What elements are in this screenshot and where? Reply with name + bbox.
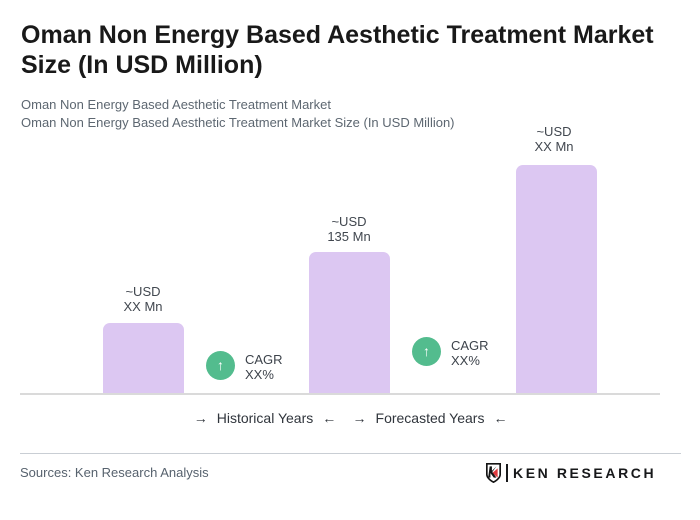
bar3-label-line1: ~USD <box>536 124 572 139</box>
bar-value-label: ~USD 135 Mn <box>289 214 409 244</box>
page-title: Oman Non Energy Based Aesthetic Treatmen… <box>21 20 691 80</box>
logo-separator <box>506 464 508 482</box>
cagr2-value: XX% <box>451 353 480 368</box>
legend-forecasted-years: → Forecasted Years ← <box>320 410 540 427</box>
cagr2-label: CAGR <box>451 338 489 353</box>
arrow-right-icon: → <box>193 410 208 426</box>
arrow-left-icon: ← <box>493 410 508 426</box>
bar-forecast <box>516 165 597 393</box>
logo-wordmark: KEN RESEARCH <box>513 465 657 481</box>
chart-subtitle-2: Oman Non Energy Based Aesthetic Treatmen… <box>21 115 455 130</box>
legend-historical-years: → Historical Years ← <box>155 410 375 427</box>
arrow-up-icon: ↑ <box>412 337 441 366</box>
bar1-label-line2: XX Mn <box>123 299 163 314</box>
footer-divider <box>20 453 681 454</box>
bar-historical <box>103 323 184 393</box>
bar-value-label: ~USD XX Mn <box>494 124 614 154</box>
cagr-annotation: CAGR XX% <box>245 352 283 382</box>
page-title-line2: Size (In USD Million) <box>21 51 263 79</box>
cagr-annotation: CAGR XX% <box>451 338 489 368</box>
page-title-line1: Oman Non Energy Based Aesthetic Treatmen… <box>21 21 654 49</box>
bar2-label-line2: 135 Mn <box>327 229 371 244</box>
arrow-left-icon: ← <box>322 410 337 426</box>
bar3-label-line2: XX Mn <box>534 139 574 154</box>
bar2-label-line1: ~USD <box>331 214 367 229</box>
legend-historical-label: Historical Years <box>216 410 314 426</box>
x-axis-line <box>20 393 660 395</box>
ken-research-shield-icon <box>486 463 501 483</box>
chart-subtitle-1: Oman Non Energy Based Aesthetic Treatmen… <box>21 97 331 112</box>
bar-value-label: ~USD XX Mn <box>83 284 203 314</box>
ken-research-logo: KEN RESEARCH <box>485 462 656 484</box>
legend-forecasted-label: Forecasted Years <box>375 410 485 426</box>
arrow-up-icon: ↑ <box>206 351 235 380</box>
arrow-right-icon: → <box>352 410 367 426</box>
cagr1-label: CAGR <box>245 352 283 367</box>
bar-base-year <box>309 252 390 393</box>
sources-note: Sources: Ken Research Analysis <box>20 465 209 480</box>
bar1-label-line1: ~USD <box>125 284 161 299</box>
cagr1-value: XX% <box>245 367 274 382</box>
